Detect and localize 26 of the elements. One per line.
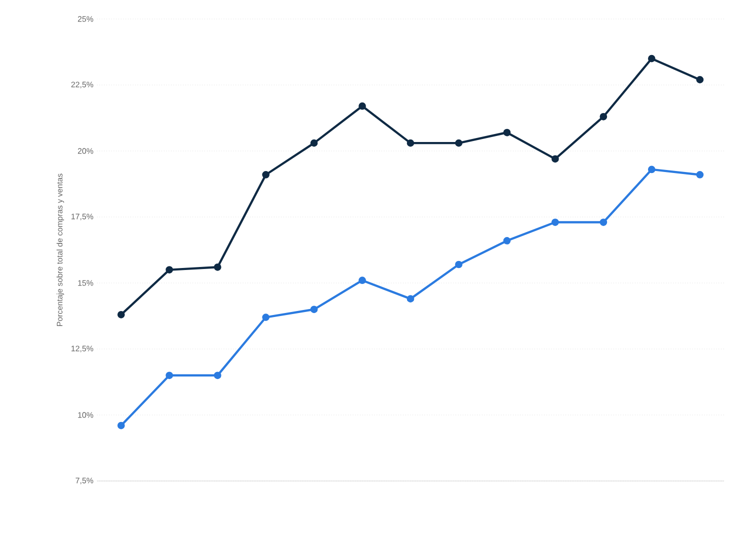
point — [696, 76, 704, 84]
point — [600, 112, 608, 120]
point — [166, 372, 174, 380]
point — [358, 276, 366, 284]
point — [310, 306, 318, 314]
point — [117, 310, 125, 318]
point — [503, 237, 511, 244]
point — [166, 266, 174, 274]
point — [648, 166, 656, 174]
point — [455, 260, 462, 268]
point — [406, 139, 414, 147]
point — [455, 139, 462, 147]
point — [600, 218, 608, 226]
point — [310, 139, 318, 147]
point — [503, 128, 511, 136]
point — [406, 295, 414, 303]
point — [262, 171, 270, 178]
point — [214, 372, 222, 380]
point — [648, 54, 656, 62]
point — [214, 263, 222, 271]
point — [552, 218, 559, 226]
point — [358, 102, 366, 110]
point — [117, 422, 125, 430]
point — [696, 171, 704, 178]
point — [552, 155, 559, 163]
point — [262, 314, 270, 321]
